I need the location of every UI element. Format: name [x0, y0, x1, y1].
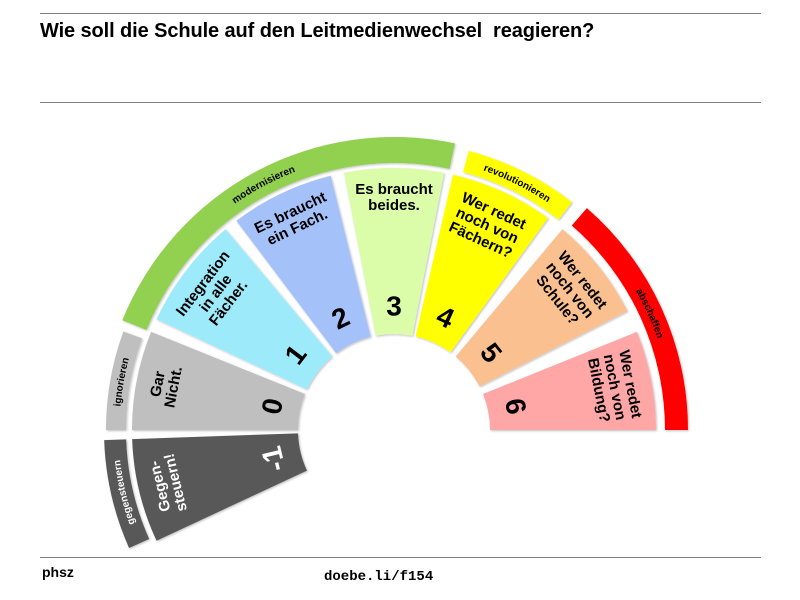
segment-3[interactable]: Es braucht beides. 3: [344, 168, 444, 336]
segment-description: GarNicht.: [146, 362, 186, 409]
segment-2[interactable]: Es brauchtein Fach.2: [236, 175, 371, 354]
segment-number: 3: [386, 291, 402, 322]
category-arc-ignorieren: ignorieren: [106, 331, 143, 430]
category-arc-gegensteuern: gegensteuern: [104, 439, 150, 548]
response-segments: Gegen-steuern! -1 GarNicht. 0 Integrationin …: [132, 168, 656, 541]
top-rule: [40, 13, 761, 14]
segment-number: 6: [499, 396, 532, 417]
segment-number: 0: [256, 396, 289, 417]
slide-title: Wie soll die Schule auf den Leitmedienwe…: [40, 20, 595, 42]
segment-0[interactable]: GarNicht. 0: [132, 331, 305, 430]
title-underline-rule: [40, 102, 761, 103]
segment-1[interactable]: Integrationin alleFächer.1: [156, 229, 333, 390]
bottom-rule: [40, 557, 761, 558]
segment-description: Es braucht beides.: [355, 181, 433, 214]
segment--1[interactable]: Gegen-steuern! -1: [132, 433, 307, 541]
footer-link[interactable]: doebe.li/f154: [324, 569, 434, 585]
footer-institution: phsz: [42, 564, 74, 580]
segment-6[interactable]: Wer redetnoch vonBildung?6: [483, 331, 656, 430]
segment-5[interactable]: Wer redetnoch vonSchule?5: [455, 229, 628, 387]
